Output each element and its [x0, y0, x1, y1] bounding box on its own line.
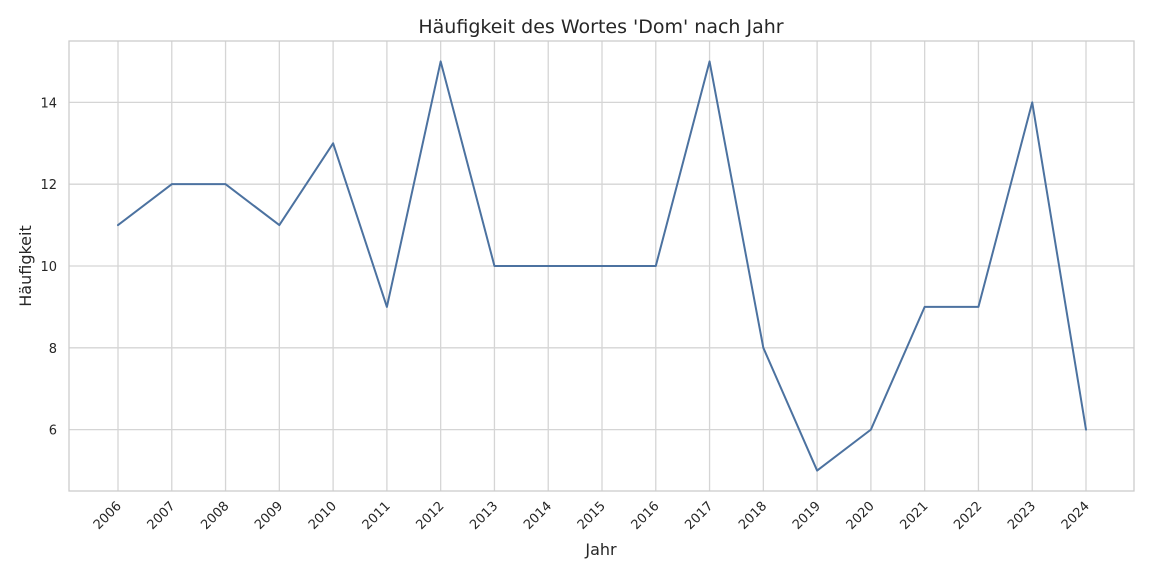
x-axis-ticks: 2006 2007 2008 2009 2010 2011 2012 2013 2014 2015… [91, 499, 1093, 533]
x-tick-label: 2009 [252, 499, 286, 533]
x-axis-label: Jahr [584, 540, 617, 559]
x-tick-label: 2020 [844, 499, 878, 533]
x-tick-label: 2011 [360, 499, 394, 533]
series-layer [117, 60, 1087, 472]
x-tick-label: 2010 [306, 499, 340, 533]
x-tick-label: 2018 [736, 499, 770, 533]
x-tick-label: 2019 [790, 499, 824, 533]
y-tick-label: 10 [40, 260, 57, 275]
plot-frame [68, 40, 1135, 492]
series-line [117, 60, 1087, 472]
y-tick-label: 8 [49, 342, 57, 357]
y-axis-ticks: 6 8 10 12 14 [40, 96, 57, 438]
x-tick-label: 2012 [413, 499, 447, 533]
x-tick-label: 2015 [575, 499, 609, 533]
x-tick-label: 2017 [682, 499, 716, 533]
y-tick-label: 14 [40, 96, 57, 111]
x-tick-label: 2007 [145, 499, 179, 533]
y-axis-label: Häufigkeit [16, 225, 35, 306]
x-tick-label: 2014 [521, 499, 555, 533]
x-tick-label: 2022 [951, 499, 985, 533]
x-tick-label: 2021 [897, 499, 931, 533]
x-tick-label: 2006 [91, 499, 125, 533]
y-tick-label: 12 [40, 178, 57, 193]
y-tick-label: 6 [49, 424, 57, 439]
x-tick-label: 2016 [629, 499, 663, 533]
x-tick-label: 2023 [1005, 499, 1039, 533]
grid [69, 41, 1134, 491]
x-tick-label: 2024 [1059, 499, 1093, 533]
x-tick-label: 2013 [467, 499, 501, 533]
x-tick-label: 2008 [198, 499, 232, 533]
chart-title: Häufigkeit des Wortes 'Dom' nach Jahr [418, 16, 783, 38]
